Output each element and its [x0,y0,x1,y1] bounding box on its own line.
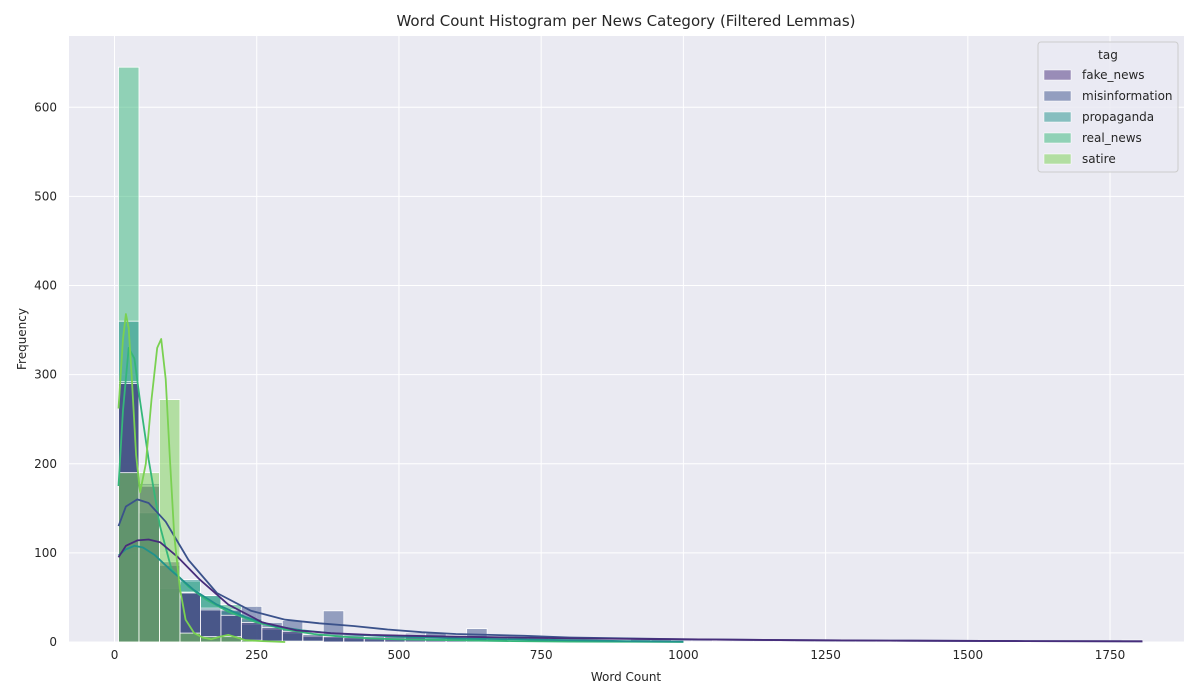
legend-swatch-misinformation [1043,90,1072,102]
y-axis-label: Frequency [15,308,29,370]
y-tick-label: 400 [34,279,57,293]
y-tick-label: 100 [34,546,57,560]
x-tick-label: 500 [387,648,410,662]
y-tick-label: 200 [34,457,57,471]
y-tick-label: 300 [34,368,57,382]
x-tick-label: 1500 [953,648,984,662]
bar-fake_news [691,640,713,643]
bar-fake_news [261,627,283,643]
kde-curves [117,313,1143,643]
bar-satire [281,640,304,643]
kde-line-fake_news [117,538,1143,643]
legend-label-propaganda: propaganda [1082,110,1154,124]
legend-swatch-propaganda [1043,111,1072,123]
x-axis-label: Word Count [591,670,662,684]
x-tick-label: 0 [111,648,119,662]
x-tick-label: 1000 [668,648,699,662]
legend-title: tag [1098,48,1118,62]
legend-label-satire: satire [1082,152,1116,166]
legend-label-misinformation: misinformation [1082,89,1173,103]
plot-area [69,36,1184,642]
legend-label-fake_news: fake_news [1082,68,1145,82]
x-tick-label: 1750 [1095,648,1126,662]
kde-line-real_news [117,346,684,643]
axis-ticks: 0 250 500 750 1000 1250 1500 1750 0 100 200 300 400 5… [34,100,1125,662]
x-tick-label: 1250 [810,648,841,662]
bar-satire [159,399,181,643]
legend-swatch-real_news [1043,132,1072,144]
bar-fake_news [732,640,754,643]
bar-fake_news [752,640,775,643]
x-tick-label: 250 [245,648,268,662]
legend: tag fake_news misinformation propaganda rea… [1037,41,1179,173]
legend-frame [1037,41,1179,173]
legend-swatch-satire [1043,153,1072,165]
bar-satire [302,640,324,643]
bar-fake_news [281,630,304,643]
bar-fake_news [712,640,734,643]
y-tick-label: 600 [34,100,57,114]
kde-line-satire [117,313,286,643]
chart-title: Word Count Histogram per News Category (… [396,12,855,30]
bar-fake_news [793,640,816,643]
bar-satire [118,472,140,643]
bar-fake_news [773,640,795,643]
y-tick-label: 500 [34,189,57,203]
y-tick-label: 0 [49,635,57,649]
kde-line-propaganda [117,544,684,643]
x-tick-label: 750 [530,648,553,662]
legend-label-real_news: real_news [1082,131,1142,145]
legend-swatch-fake_news [1043,69,1072,81]
